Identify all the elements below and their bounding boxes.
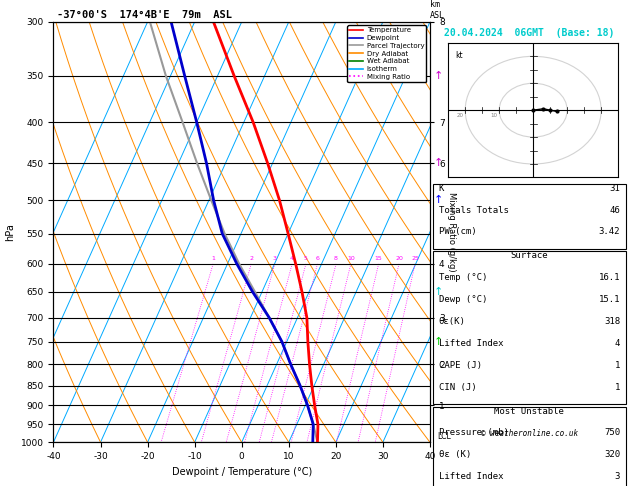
Text: PW (cm): PW (cm) [438, 227, 476, 237]
Text: 4: 4 [290, 257, 294, 261]
Text: 4: 4 [615, 339, 620, 348]
Text: 1: 1 [615, 361, 620, 370]
Text: 5: 5 [304, 257, 308, 261]
Text: LCL: LCL [438, 433, 451, 441]
Text: Pressure (mb): Pressure (mb) [438, 428, 508, 437]
Text: 15: 15 [375, 257, 382, 261]
Text: ↑: ↑ [434, 70, 443, 81]
Text: 8: 8 [334, 257, 338, 261]
Text: 2: 2 [249, 257, 253, 261]
Y-axis label: hPa: hPa [5, 223, 15, 241]
Text: ↑: ↑ [434, 158, 443, 169]
Bar [433, 184, 626, 249]
Text: 20: 20 [395, 257, 403, 261]
Text: -37°00'S  174°4B'E  79m  ASL: -37°00'S 174°4B'E 79m ASL [57, 10, 232, 20]
Text: km
ASL: km ASL [430, 0, 445, 20]
Text: ↑: ↑ [434, 337, 443, 347]
Text: Most Unstable: Most Unstable [494, 406, 564, 416]
Legend: Temperature, Dewpoint, Parcel Trajectory, Dry Adiabat, Wet Adiabat, Isotherm, Mi: Temperature, Dewpoint, Parcel Trajectory… [347, 25, 426, 82]
Text: K: K [438, 184, 444, 193]
Text: 16.1: 16.1 [599, 273, 620, 282]
Text: 46: 46 [610, 206, 620, 215]
Bar [433, 406, 626, 486]
Text: 1: 1 [615, 382, 620, 392]
Text: © weatheronline.co.uk: © weatheronline.co.uk [481, 429, 578, 438]
Text: 3: 3 [273, 257, 277, 261]
Text: 318: 318 [604, 317, 620, 326]
Text: Totals Totals: Totals Totals [438, 206, 508, 215]
Text: 1: 1 [211, 257, 215, 261]
Text: Lifted Index: Lifted Index [438, 472, 503, 481]
Text: θε(K): θε(K) [438, 317, 465, 326]
Text: 3.42: 3.42 [599, 227, 620, 237]
Text: θε (K): θε (K) [438, 450, 471, 459]
Text: 750: 750 [604, 428, 620, 437]
Text: 320: 320 [604, 450, 620, 459]
Y-axis label: Mixing Ratio (g/kg): Mixing Ratio (g/kg) [447, 192, 456, 272]
Text: CIN (J): CIN (J) [438, 382, 476, 392]
Text: Lifted Index: Lifted Index [438, 339, 503, 348]
Bar [433, 251, 626, 404]
Text: CAPE (J): CAPE (J) [438, 361, 482, 370]
Text: 3: 3 [615, 472, 620, 481]
Text: ↑: ↑ [434, 287, 443, 297]
Text: Dewp (°C): Dewp (°C) [438, 295, 487, 304]
Text: 6: 6 [316, 257, 320, 261]
Text: Temp (°C): Temp (°C) [438, 273, 487, 282]
Text: 20.04.2024  06GMT  (Base: 18): 20.04.2024 06GMT (Base: 18) [444, 28, 615, 38]
Text: 31: 31 [610, 184, 620, 193]
X-axis label: Dewpoint / Temperature (°C): Dewpoint / Temperature (°C) [172, 467, 312, 477]
Text: 25: 25 [411, 257, 419, 261]
Text: 15.1: 15.1 [599, 295, 620, 304]
Text: 10: 10 [347, 257, 355, 261]
Text: Surface: Surface [511, 251, 548, 260]
Text: ↑: ↑ [434, 195, 443, 205]
